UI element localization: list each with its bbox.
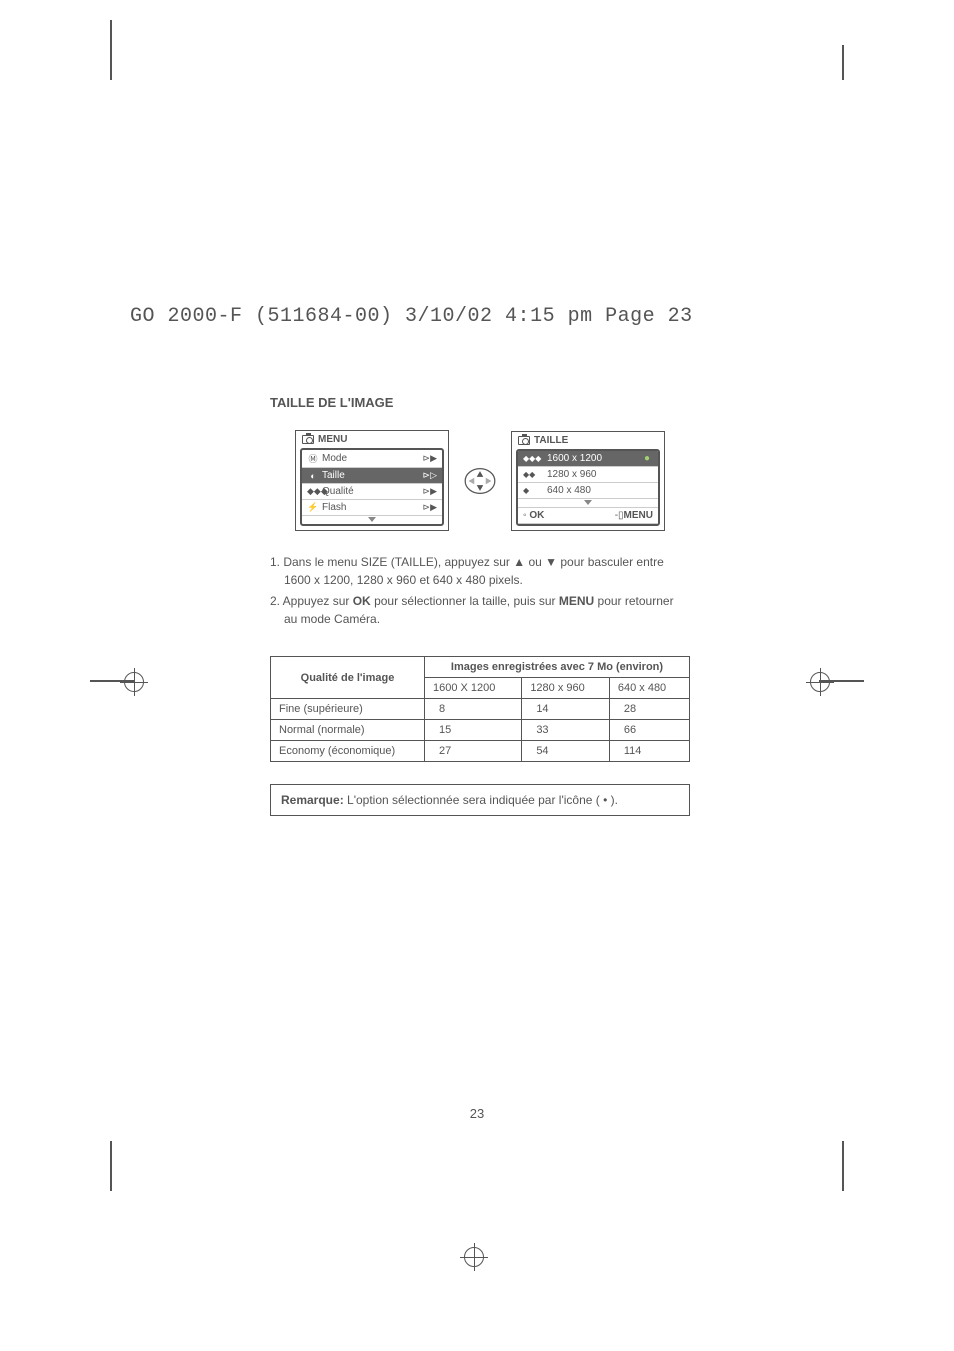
note-box: Remarque: L'option sélectionnée sera ind…: [270, 784, 690, 816]
nav-dpad-icon: [463, 467, 497, 495]
size-label: 640 x 480: [547, 485, 653, 496]
size-header-label: TAILLE: [534, 435, 568, 446]
arrow-icon: ⊳▶: [423, 453, 437, 464]
table-row: Economy (économique) 27 54 114: [271, 741, 690, 762]
menu-screen-body: Ⓜ Mode ⊳▶ ◐ Taille ⊳▷ ◆◆◆ Qualité ⊳▶ ⚡ F…: [300, 448, 444, 526]
col-header: 1280 x 960: [522, 678, 610, 699]
quality-icon: ◆◆◆: [307, 486, 319, 497]
arrow-icon: ⊳▶: [423, 486, 437, 497]
size-screen-header: TAILLE: [512, 432, 664, 449]
registration-mark: [460, 1243, 488, 1271]
crop-mark: [842, 1141, 844, 1191]
row-label: Normal (normale): [271, 720, 425, 741]
down-scroll-icon: [518, 499, 658, 507]
menu-row-qualite: ◆◆◆ Qualité ⊳▶: [302, 484, 442, 500]
size-footer: ◦ OK -▯MENU: [518, 507, 658, 524]
diamonds-icon: ◆◆◆: [523, 454, 547, 463]
section-title: TAILLE DE L'IMAGE: [270, 395, 690, 410]
note-text: L'option sélectionnée sera indiquée par …: [344, 793, 618, 807]
menu-row-taille: ◐ Taille ⊳▷: [302, 468, 442, 484]
size-icon: ◐: [307, 471, 319, 481]
cell: 8: [425, 699, 522, 720]
down-scroll-icon: [302, 516, 442, 524]
row-label: Fine (supérieure): [271, 699, 425, 720]
size-row-1280: ◆◆ 1280 x 960: [518, 467, 658, 483]
menu-label: Flash: [319, 502, 423, 513]
page-number: 23: [0, 1106, 954, 1121]
cell: 14: [522, 699, 610, 720]
size-screen-body: ◆◆◆ 1600 x 1200 ● ◆◆ 1280 x 960 ◆ 640 x …: [516, 449, 660, 526]
step-text: 1. Dans le menu SIZE (TAILLE), appuyez s…: [270, 555, 513, 569]
crop-mark: [842, 45, 844, 80]
step-bold: OK: [353, 594, 371, 608]
camera-icon: [518, 436, 530, 445]
menu-row-mode: Ⓜ Mode ⊳▶: [302, 450, 442, 468]
menu-label: -▯MENU: [615, 510, 653, 521]
row-label: Economy (économique): [271, 741, 425, 762]
step-bold: MENU: [559, 594, 594, 608]
cell: 27: [425, 741, 522, 762]
cell: 66: [609, 720, 689, 741]
page-content: TAILLE DE L'IMAGE MENU Ⓜ Mode ⊳▶ ◐ Taill…: [270, 395, 690, 816]
menu-row-flash: ⚡ Flash ⊳▶: [302, 500, 442, 516]
diamonds-icon: ◆◆: [523, 470, 547, 479]
flash-icon: ⚡: [307, 502, 319, 513]
size-screen: TAILLE ◆◆◆ 1600 x 1200 ● ◆◆ 1280 x 960 ◆…: [511, 431, 665, 531]
cell: 33: [522, 720, 610, 741]
quality-header: Qualité de l'image: [271, 657, 425, 699]
menu-label: Qualité: [319, 486, 423, 497]
menu-header-label: MENU: [318, 434, 347, 445]
diamonds-icon: ◆: [523, 486, 547, 495]
cell: 114: [609, 741, 689, 762]
steps-list: 1. Dans le menu SIZE (TAILLE), appuyez s…: [270, 553, 690, 628]
step-text: pour sélectionner la taille, puis sur: [374, 594, 559, 608]
step-text: ou: [528, 555, 545, 569]
size-label: 1280 x 960: [547, 469, 653, 480]
col-header: 1600 X 1200: [425, 678, 522, 699]
registration-mark: [806, 668, 834, 696]
step-text: 2. Appuyez sur: [270, 594, 353, 608]
step-2: 2. Appuyez sur OK pour sélectionner la t…: [270, 592, 690, 628]
screens-row: MENU Ⓜ Mode ⊳▶ ◐ Taille ⊳▷ ◆◆◆ Qualité ⊳…: [270, 430, 690, 531]
crop-mark: [110, 20, 112, 80]
registration-mark: [120, 668, 148, 696]
selected-dot-icon: ●: [641, 453, 653, 464]
mode-icon: Ⓜ: [307, 452, 319, 465]
table-header-row: Qualité de l'image Images enregistrées a…: [271, 657, 690, 678]
table-row: Normal (normale) 15 33 66: [271, 720, 690, 741]
table-row: Fine (supérieure) 8 14 28: [271, 699, 690, 720]
images-header: Images enregistrées avec 7 Mo (environ): [425, 657, 690, 678]
note-label: Remarque:: [281, 793, 344, 807]
slug-line: GO 2000-F (511684-00) 3/10/02 4:15 pm Pa…: [130, 305, 693, 328]
down-triangle-icon: ▼: [545, 555, 557, 569]
arrow-icon: ⊳▶: [423, 502, 437, 513]
cell: 15: [425, 720, 522, 741]
size-row-640: ◆ 640 x 480: [518, 483, 658, 499]
step-1: 1. Dans le menu SIZE (TAILLE), appuyez s…: [270, 553, 690, 589]
ok-label: ◦ OK: [523, 510, 544, 521]
menu-screen: MENU Ⓜ Mode ⊳▶ ◐ Taille ⊳▷ ◆◆◆ Qualité ⊳…: [295, 430, 449, 531]
cell: 28: [609, 699, 689, 720]
crop-mark: [110, 1141, 112, 1191]
cell: 54: [522, 741, 610, 762]
slug-text: GO 2000-F (511684-00) 3/10/02 4:15 pm Pa…: [130, 305, 693, 328]
arrow-icon: ⊳▷: [423, 470, 437, 481]
col-header: 640 x 480: [609, 678, 689, 699]
menu-screen-header: MENU: [296, 431, 448, 448]
menu-label: Taille: [319, 470, 423, 481]
camera-icon: [302, 435, 314, 444]
menu-label: Mode: [319, 453, 423, 464]
size-label: 1600 x 1200: [547, 453, 641, 464]
up-triangle-icon: ▲: [513, 555, 525, 569]
size-row-1600: ◆◆◆ 1600 x 1200 ●: [518, 451, 658, 467]
quality-table: Qualité de l'image Images enregistrées a…: [270, 656, 690, 762]
